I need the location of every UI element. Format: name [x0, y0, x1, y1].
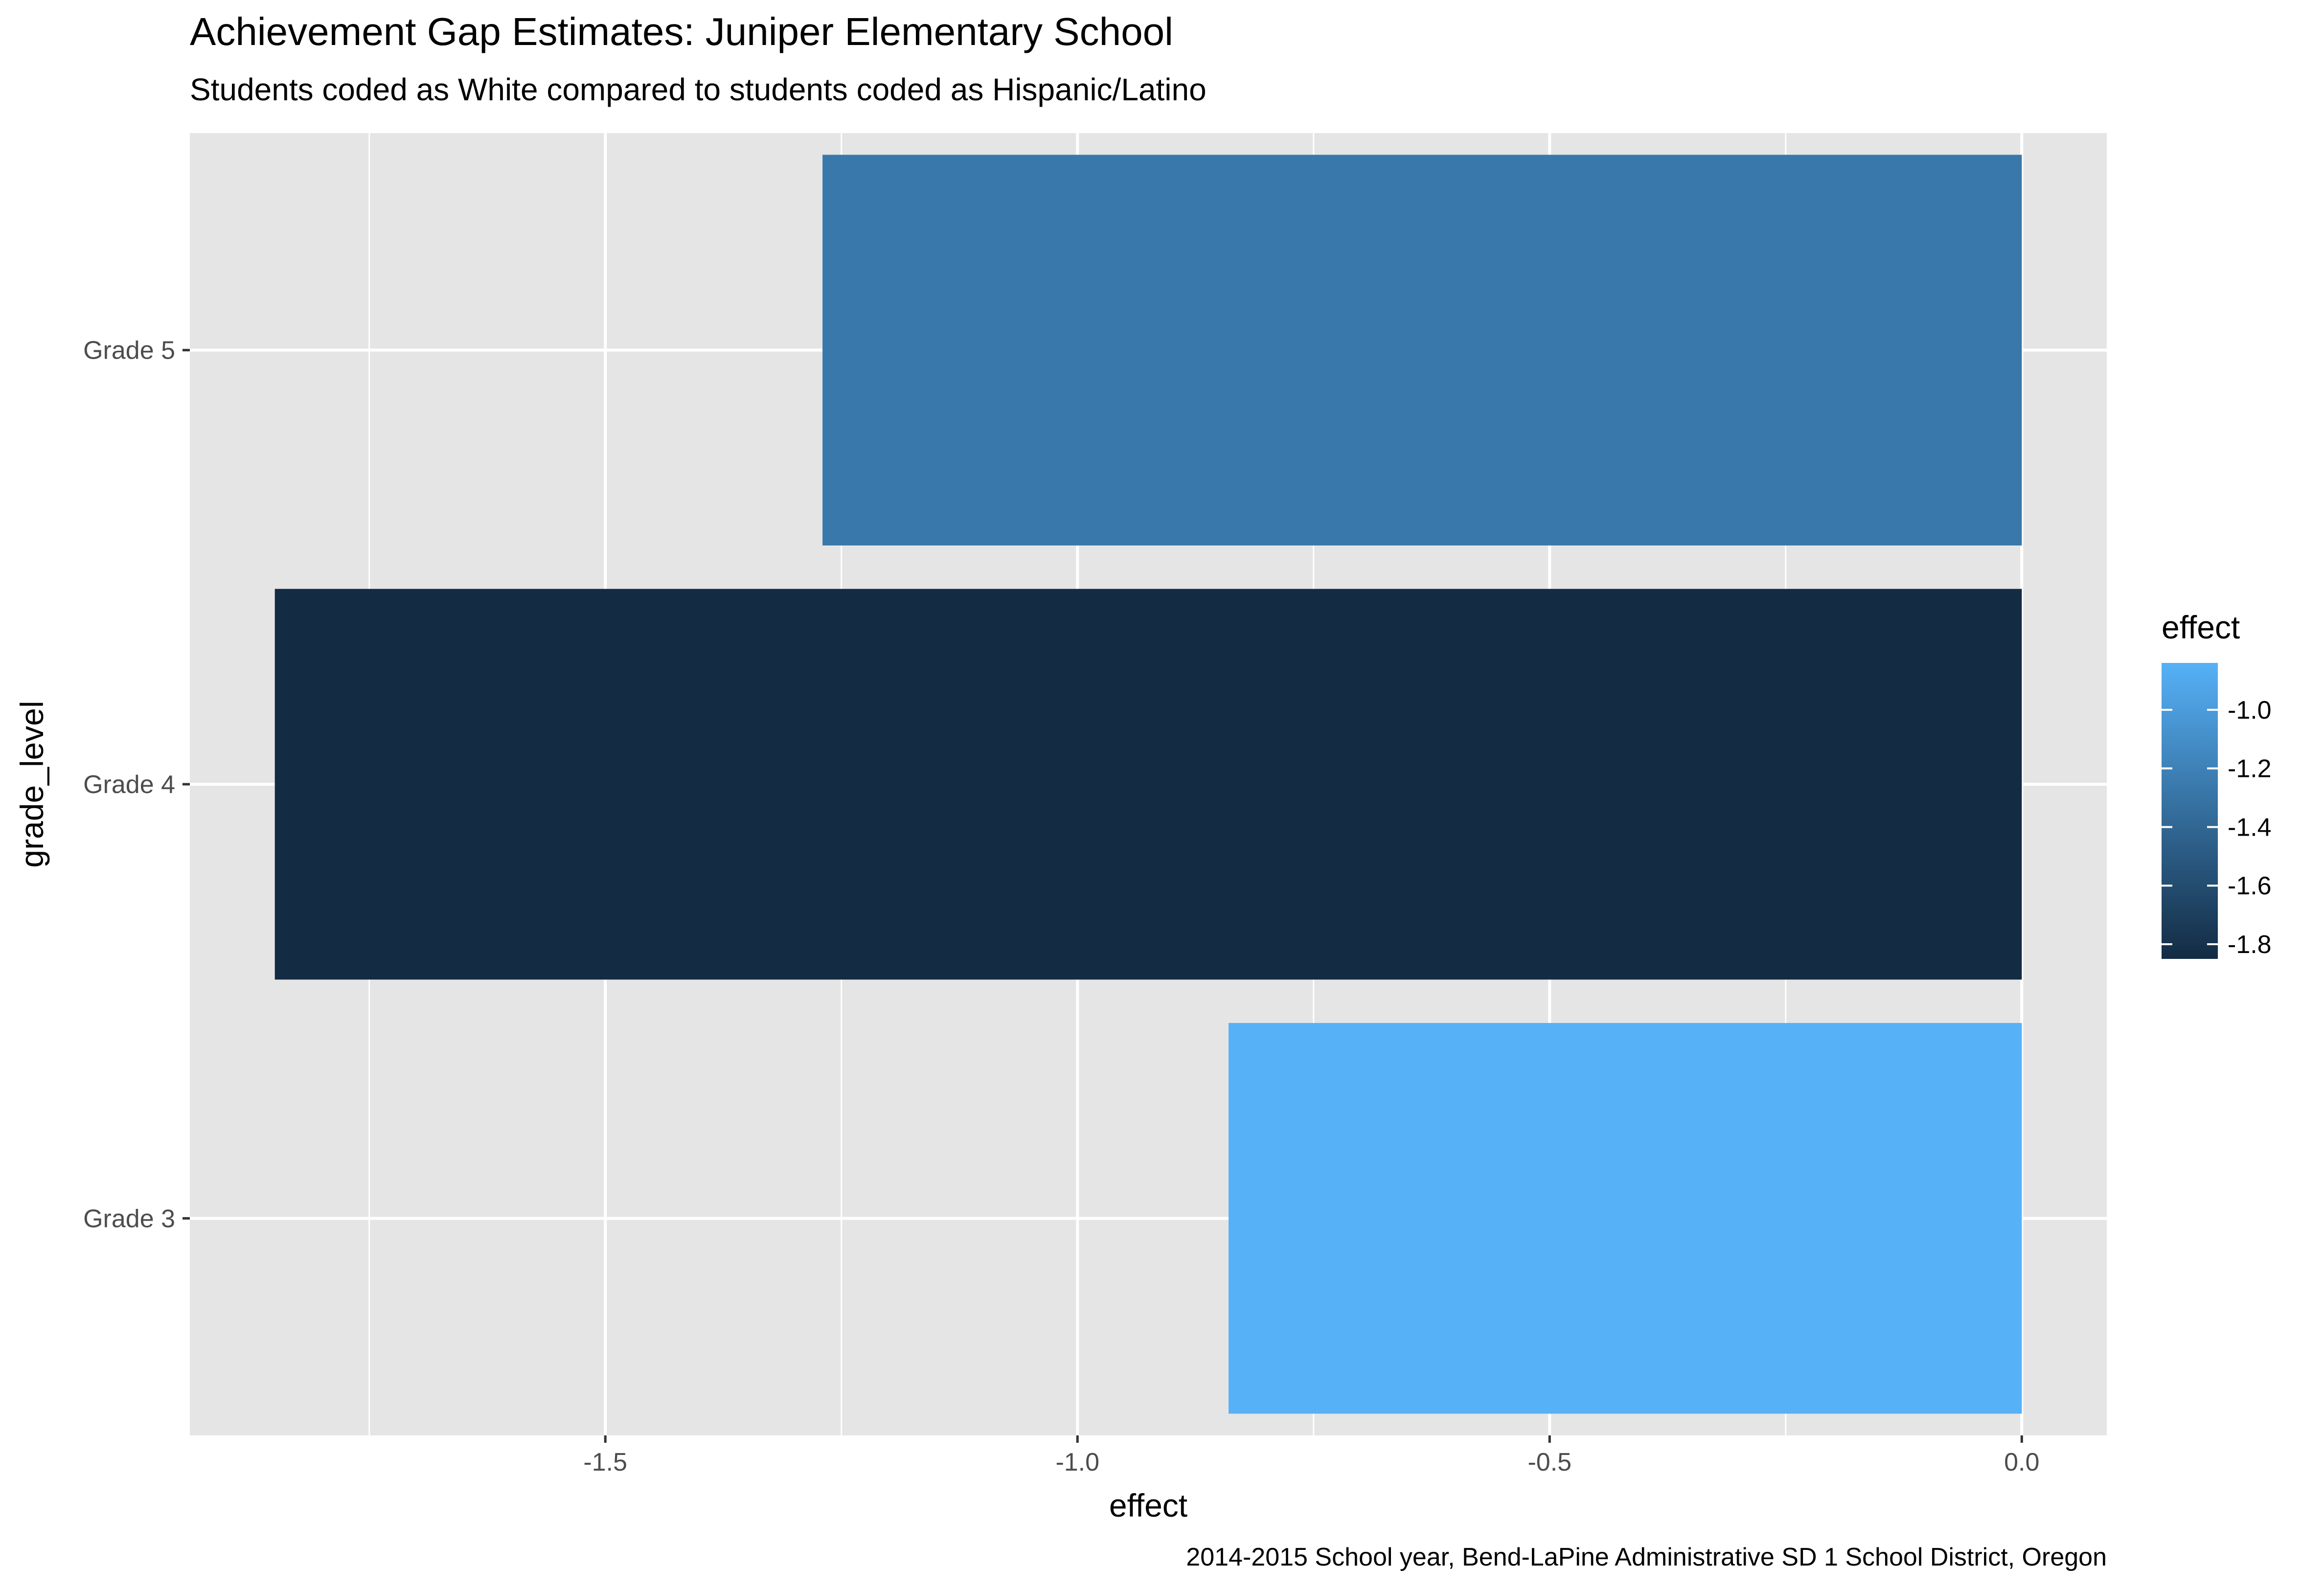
legend-tick-label: -1.0 — [2228, 696, 2272, 725]
legend-tick-label: -1.2 — [2228, 755, 2272, 783]
x-tick-label: 0.0 — [2004, 1448, 2039, 1476]
bar-grade-3 — [1229, 1023, 2022, 1414]
legend-tick-label: -1.4 — [2228, 813, 2272, 841]
legend-tick-label: -1.6 — [2228, 872, 2272, 900]
x-tick-label: -0.5 — [1527, 1448, 1572, 1476]
y-axis: Grade 3 Grade 4 Grade 5 — [83, 337, 190, 1233]
chart-caption: 2014-2015 School year, Bend-LaPine Admin… — [1186, 1543, 2107, 1571]
y-axis-title: grade_level — [14, 701, 50, 867]
legend-tick-label: -1.8 — [2228, 931, 2272, 959]
legend-ticks: -1.0 -1.2 -1.4 -1.6 -1.8 — [2162, 696, 2272, 959]
legend: effect -1.0 -1.2 -1.4 -1.6 -1.8 — [2162, 609, 2272, 959]
chart-subtitle: Students coded as White compared to stud… — [190, 72, 1207, 107]
bar-grade-5 — [822, 155, 2022, 545]
y-tick-label: Grade 3 — [83, 1204, 175, 1233]
legend-colorbar — [2162, 663, 2218, 959]
chart-title: Achievement Gap Estimates: Juniper Eleme… — [190, 10, 1173, 53]
x-tick-label: -1.5 — [583, 1448, 627, 1476]
x-tick-label: -1.0 — [1055, 1448, 1099, 1476]
legend-title: effect — [2162, 609, 2240, 645]
x-axis-title: effect — [1109, 1487, 1187, 1523]
y-tick-label: Grade 4 — [83, 771, 175, 799]
x-axis: -1.5 -1.0 -0.5 0.0 — [583, 1435, 2039, 1476]
y-tick-label: Grade 5 — [83, 337, 175, 365]
bars — [274, 155, 2022, 1414]
bar-grade-4 — [274, 589, 2022, 980]
